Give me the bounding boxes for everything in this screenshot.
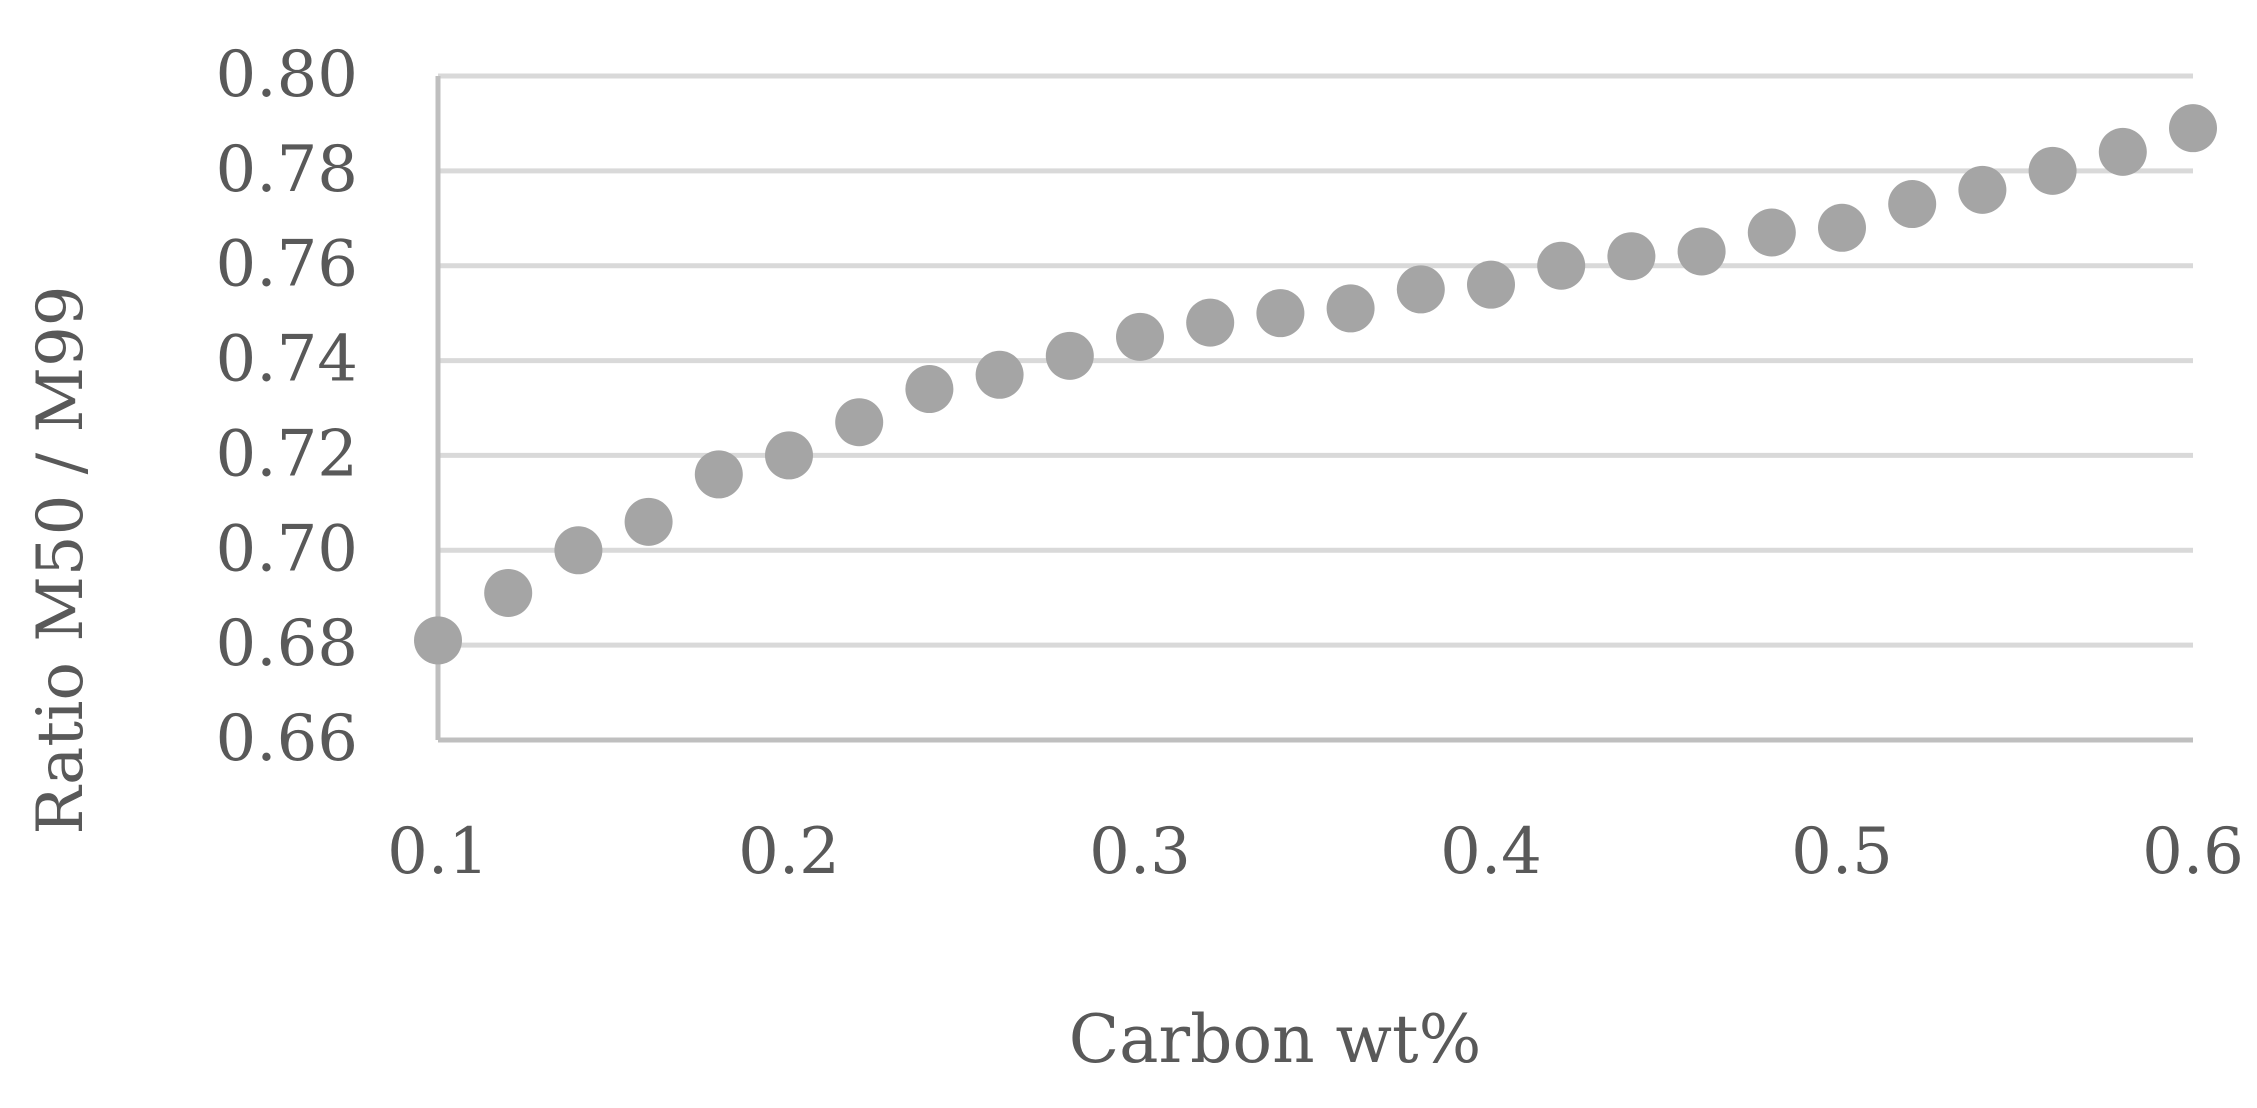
axes xyxy=(435,76,2193,743)
data-point xyxy=(1607,232,1656,281)
y-tick-label: 0.80 xyxy=(216,38,359,112)
data-points xyxy=(414,104,2217,665)
data-point xyxy=(975,350,1024,399)
data-point xyxy=(835,398,884,447)
data-point xyxy=(624,497,673,546)
x-tick-label: 0.3 xyxy=(1089,815,1191,889)
x-tick-label: 0.6 xyxy=(2142,815,2244,889)
y-tick-label: 0.78 xyxy=(216,133,359,207)
data-point xyxy=(1467,260,1515,309)
data-point xyxy=(2028,146,2077,195)
data-point xyxy=(2169,104,2217,153)
data-point xyxy=(1537,241,1586,290)
data-point xyxy=(1256,289,1305,338)
x-tick-label: 0.1 xyxy=(387,815,489,889)
data-point xyxy=(1045,331,1094,380)
data-point xyxy=(1677,227,1726,276)
y-tick-labels: 0.66 0.68 0.70 0.72 0.74 0.76 0.78 0.80 xyxy=(216,38,359,776)
y-tick-label: 0.70 xyxy=(216,512,359,586)
data-point xyxy=(905,365,954,414)
y-axis-label: Ratio M50 / M99 xyxy=(24,285,98,834)
data-point xyxy=(1818,203,1866,252)
data-point xyxy=(765,431,813,480)
data-point xyxy=(414,616,462,665)
x-tick-label: 0.4 xyxy=(1440,815,1542,889)
y-tick-label: 0.66 xyxy=(216,702,359,776)
data-point xyxy=(2098,127,2147,176)
y-tick-label: 0.74 xyxy=(216,323,359,397)
data-point xyxy=(1186,298,1235,347)
x-axis-label: Carbon wt% xyxy=(1069,1001,1482,1078)
data-point xyxy=(1958,165,2007,214)
data-point xyxy=(1116,312,1164,361)
y-tick-label: 0.76 xyxy=(216,228,359,302)
x-tick-labels: 0.1 0.2 0.3 0.4 0.5 0.6 xyxy=(387,815,2244,889)
data-point xyxy=(694,450,743,499)
y-tick-label: 0.72 xyxy=(216,417,359,491)
data-point xyxy=(554,526,603,575)
y-tick-label: 0.68 xyxy=(216,607,359,681)
data-point xyxy=(1396,265,1445,314)
data-point xyxy=(1326,284,1375,333)
data-point xyxy=(1747,208,1796,257)
gridlines xyxy=(438,73,2193,648)
data-point xyxy=(484,568,533,617)
x-tick-label: 0.5 xyxy=(1791,815,1893,889)
data-point xyxy=(1888,180,1937,229)
x-tick-label: 0.2 xyxy=(738,815,840,889)
